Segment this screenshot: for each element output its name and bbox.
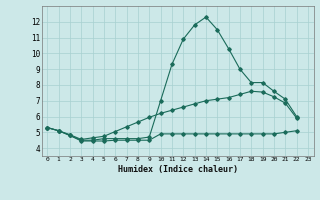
X-axis label: Humidex (Indice chaleur): Humidex (Indice chaleur) <box>118 165 237 174</box>
